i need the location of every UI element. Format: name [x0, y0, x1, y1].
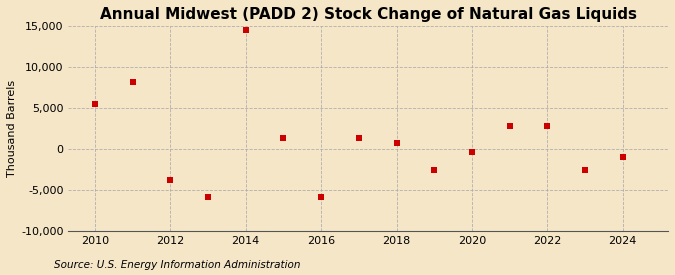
Point: [354, 135, 364, 140]
Point: [580, 167, 591, 172]
Point: [618, 155, 628, 160]
Point: [278, 135, 289, 140]
Point: [127, 79, 138, 84]
Point: [466, 149, 477, 154]
Point: [165, 178, 176, 183]
Text: Source: U.S. Energy Information Administration: Source: U.S. Energy Information Administ…: [54, 260, 300, 270]
Point: [429, 167, 439, 172]
Point: [542, 124, 553, 128]
Point: [90, 102, 101, 106]
Point: [504, 124, 515, 128]
Point: [202, 194, 213, 199]
Point: [391, 140, 402, 145]
Point: [316, 194, 327, 199]
Point: [240, 28, 251, 32]
Y-axis label: Thousand Barrels: Thousand Barrels: [7, 80, 17, 177]
Title: Annual Midwest (PADD 2) Stock Change of Natural Gas Liquids: Annual Midwest (PADD 2) Stock Change of …: [100, 7, 637, 22]
